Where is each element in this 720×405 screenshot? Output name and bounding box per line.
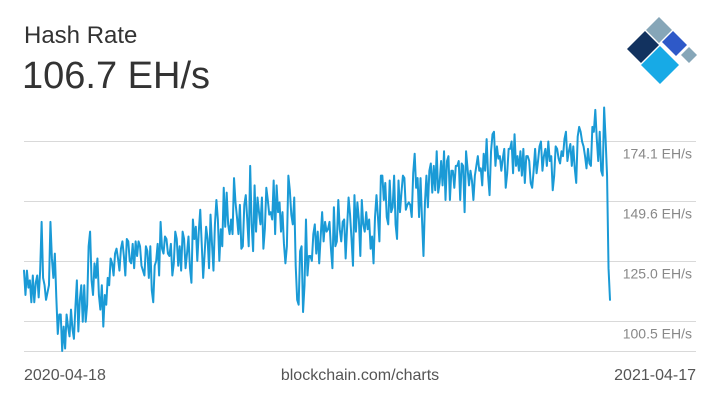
x-end-label: 2021-04-17 xyxy=(614,367,696,384)
current-value: 106.7 EH/s xyxy=(22,55,210,97)
y-tick-labels: 100.5 EH/s 125.0 EH/s 149.6 EH/s 174.1 EH/s xyxy=(623,146,692,342)
grid-layer xyxy=(24,141,696,352)
logo-right-diamond xyxy=(662,31,687,56)
y-tick-label: 100.5 EH/s xyxy=(623,326,692,342)
y-tick-label: 174.1 EH/s xyxy=(623,146,692,162)
source-link[interactable]: blockchain.com/charts xyxy=(280,367,440,384)
hash-rate-series-line xyxy=(23,106,611,352)
logo-small-diamond xyxy=(681,47,697,63)
logo-left-diamond xyxy=(627,31,659,63)
y-tick-label: 149.6 EH/s xyxy=(623,206,692,222)
y-tick-label: 125.0 EH/s xyxy=(623,266,692,282)
chart-title: Hash Rate xyxy=(24,22,138,49)
blockchain-logo-icon[interactable] xyxy=(619,15,699,95)
x-start-label: 2020-04-18 xyxy=(24,367,106,384)
logo-bottom-diamond xyxy=(641,46,679,84)
logo-top-diamond xyxy=(646,17,672,43)
